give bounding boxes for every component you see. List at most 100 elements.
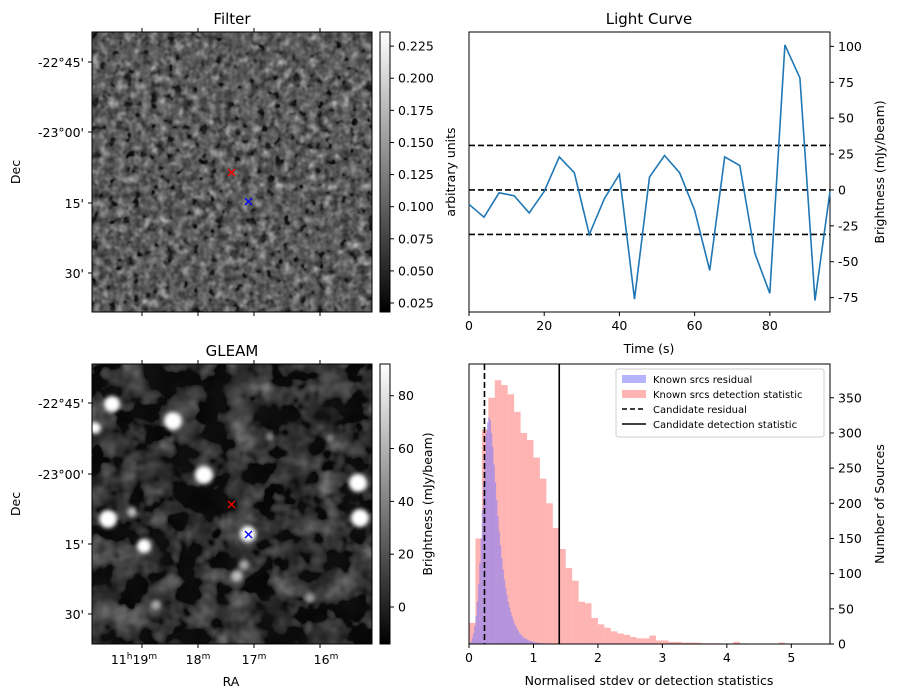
histogram-bar bbox=[520, 634, 522, 644]
histogram-bar bbox=[552, 527, 560, 644]
legend-frame bbox=[615, 368, 825, 438]
filter-ytick-label: 15' bbox=[65, 196, 84, 211]
histogram-bar bbox=[469, 622, 476, 644]
histogram-bar bbox=[494, 482, 497, 644]
gleam-ylabel: Dec bbox=[8, 492, 23, 516]
histogram-ytick-label: 100 bbox=[838, 566, 862, 581]
histogram-ytick-label: 200 bbox=[838, 496, 862, 511]
histogram-bar bbox=[532, 641, 534, 644]
histogram-bar bbox=[578, 601, 586, 644]
filter-colorbar-ticks: 0.225 0.200 0.175 0.150 0.125 0.100 0.075 0.050… bbox=[390, 39, 434, 311]
histogram-bar bbox=[506, 594, 508, 644]
filter-colorbar-label: arbitrary units bbox=[443, 127, 458, 216]
colorbar-tick-label: 80 bbox=[398, 388, 414, 403]
lightcurve-ytick-label: -50 bbox=[838, 254, 858, 269]
filter-panel: Filter -22°45' -23°00' 15' 30' Dec bbox=[8, 10, 458, 316]
gleam-reference-marker bbox=[244, 530, 253, 539]
histogram-candidate-lines bbox=[483, 364, 561, 644]
lightcurve-ytick-label: 75 bbox=[838, 75, 854, 90]
histogram-bar bbox=[559, 549, 566, 644]
histogram-bar bbox=[536, 642, 538, 644]
histogram-bar bbox=[498, 531, 500, 644]
histogram-xtick-label: 0 bbox=[465, 650, 473, 665]
histogram-bar bbox=[516, 629, 518, 644]
histogram-bar bbox=[514, 623, 516, 644]
lightcurve-yticks: 100 75 50 25 0 -25 -50 -75 bbox=[830, 39, 862, 305]
histogram-bar bbox=[527, 439, 534, 644]
histogram-bar bbox=[525, 639, 528, 644]
gleam-image-frame bbox=[91, 363, 373, 645]
histogram-ytick-label: 150 bbox=[838, 531, 862, 546]
histogram-xtick-label: 1 bbox=[529, 650, 537, 665]
gleam-candidate-marker bbox=[227, 500, 236, 509]
histogram-bar bbox=[520, 432, 528, 644]
histogram-bar bbox=[507, 601, 509, 644]
filter-ytick-label: -22°45' bbox=[38, 55, 84, 70]
gleam-title: GLEAM bbox=[206, 342, 259, 360]
legend-label-detection: Known srcs detection statistic bbox=[653, 390, 802, 401]
histogram-bar bbox=[778, 642, 785, 644]
histogram-bar bbox=[688, 642, 695, 644]
histogram-bar bbox=[519, 633, 521, 644]
histogram-bar bbox=[534, 642, 537, 644]
gleam-panel: GLEAM -22°45' -23° bbox=[8, 342, 435, 689]
histogram-bar bbox=[476, 601, 479, 644]
legend-label-candidate-residual: Candidate residual bbox=[653, 405, 747, 416]
histogram-bar bbox=[546, 503, 553, 644]
histogram-bar bbox=[475, 615, 477, 644]
histogram-bar bbox=[470, 641, 472, 644]
lightcurve-ylabel: Brightness (mJy/beam) bbox=[872, 100, 887, 243]
colorbar-tick-label: 0.050 bbox=[398, 263, 434, 278]
histogram-bar bbox=[733, 641, 740, 644]
histogram-bar bbox=[480, 538, 482, 644]
colorbar-tick-label: 20 bbox=[398, 547, 414, 562]
lightcurve-threshold-lines bbox=[469, 144, 830, 236]
lightcurve-panel: Light Curve 0 20 40 60 80 100 75 50 25 0 -25 -50 -7… bbox=[465, 10, 887, 356]
lightcurve-xticks: 0 20 40 60 80 bbox=[465, 312, 778, 333]
colorbar-tick-label: 0.100 bbox=[398, 199, 434, 214]
histogram-bar bbox=[503, 579, 506, 644]
histogram-bar bbox=[471, 638, 473, 644]
histogram-bar bbox=[527, 639, 529, 644]
histogram-bar bbox=[493, 464, 495, 644]
histogram-bar bbox=[521, 636, 524, 644]
gleam-xtick-label: 18m bbox=[186, 652, 211, 667]
histogram-bar bbox=[604, 627, 611, 644]
filter-xticks bbox=[141, 28, 321, 316]
histogram-bar bbox=[662, 640, 669, 644]
histogram-xtick-label: 3 bbox=[658, 650, 666, 665]
histogram-bar bbox=[597, 624, 605, 644]
histogram-bar bbox=[675, 641, 682, 644]
histogram-bar bbox=[505, 587, 507, 644]
histogram-yticks: 0 50 100 150 200 250 300 350 bbox=[830, 390, 862, 652]
histogram-bar bbox=[485, 432, 488, 644]
filter-reference-marker bbox=[244, 197, 253, 206]
gleam-xtick-label: 16m bbox=[314, 652, 339, 667]
histogram-bar bbox=[494, 380, 502, 644]
gleam-sources bbox=[92, 396, 369, 610]
colorbar-tick-label: 40 bbox=[398, 494, 414, 509]
lightcurve-ytick-label: -25 bbox=[838, 218, 858, 233]
histogram-bar bbox=[655, 640, 663, 644]
gleam-ytick-label: -22°45' bbox=[38, 396, 84, 411]
gleam-xtick-label: 17m bbox=[242, 652, 267, 667]
histogram-xlabel: Normalised stdev or detection statistics bbox=[525, 673, 774, 688]
histogram-residual-series bbox=[470, 417, 547, 644]
gleam-ytick-label: -23°00' bbox=[38, 467, 84, 482]
histogram-bar bbox=[515, 626, 517, 644]
histogram-bar bbox=[533, 457, 540, 644]
histogram-bar bbox=[499, 545, 502, 644]
legend-label-candidate-detection: Candidate detection statistic bbox=[653, 420, 797, 431]
histogram-bar bbox=[492, 447, 494, 644]
gleam-colorbar-ticks: 80 60 40 20 0 bbox=[390, 388, 414, 615]
histogram-bar bbox=[636, 638, 644, 644]
histogram-bar bbox=[565, 568, 573, 644]
colorbar-tick-label: 60 bbox=[398, 441, 414, 456]
histogram-bar bbox=[528, 640, 530, 644]
histogram-ytick-label: 300 bbox=[838, 425, 862, 440]
histogram-bar bbox=[474, 626, 476, 644]
histogram-bar bbox=[537, 642, 539, 644]
histogram-bar bbox=[591, 617, 598, 644]
histogram-bar bbox=[529, 641, 531, 644]
histogram-bar bbox=[512, 620, 515, 644]
